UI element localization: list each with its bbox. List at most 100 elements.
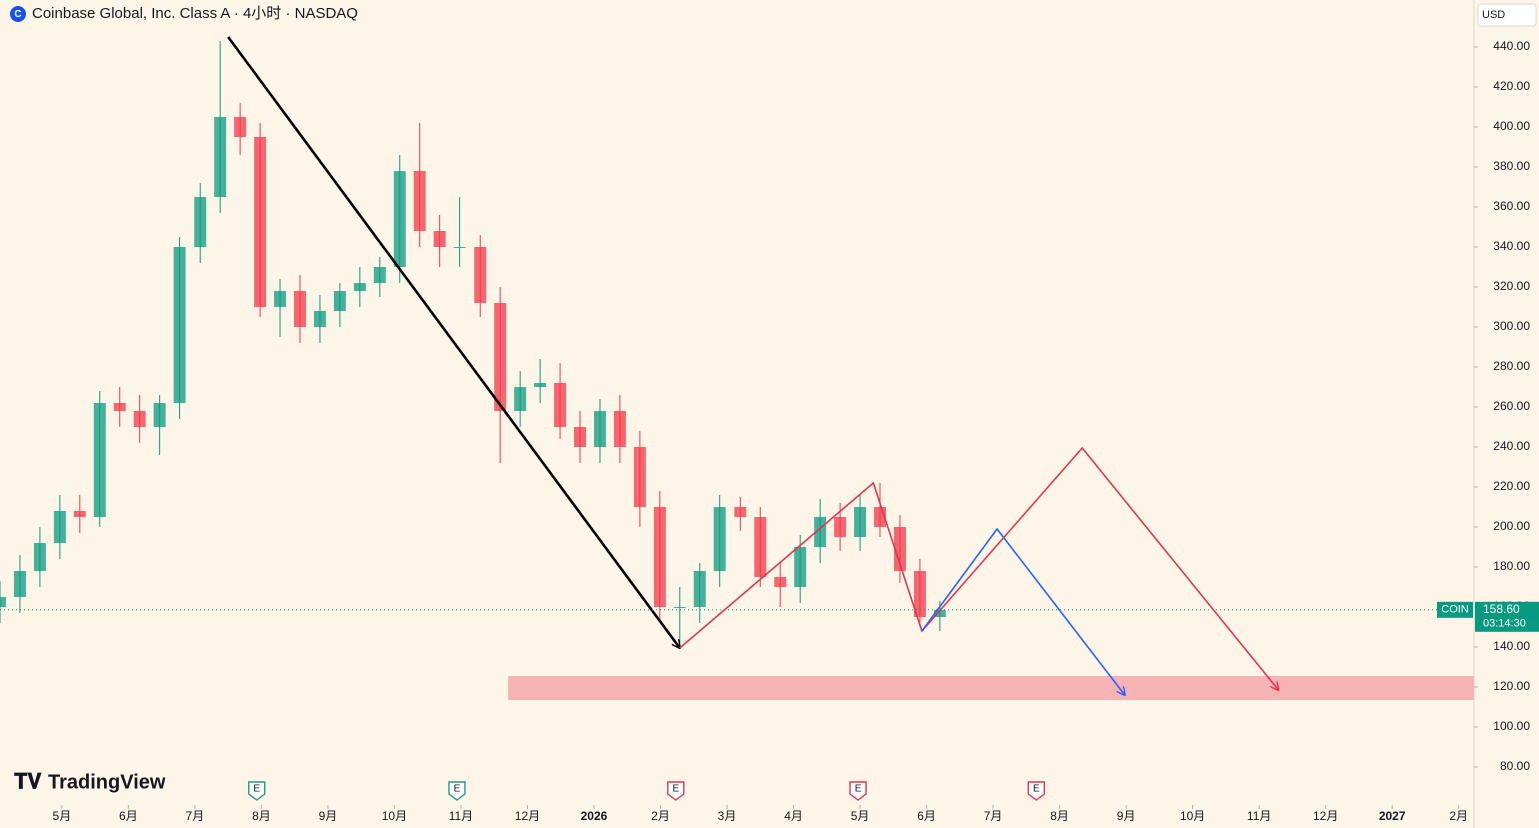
earnings-badge (667, 781, 685, 801)
y-tick-label: 220.00 (1493, 479, 1530, 493)
x-tick-label: 10月 (1180, 809, 1205, 823)
earnings-badge (248, 781, 266, 801)
candle-body (333, 291, 346, 311)
candle-body (474, 247, 487, 303)
candle-body (113, 403, 126, 411)
y-tick-label: 120.00 (1493, 679, 1530, 693)
candle-body (313, 311, 326, 327)
candle-body (834, 517, 847, 537)
x-tick-label: 2027 (1379, 809, 1406, 823)
x-tick-label: 7月 (984, 809, 1003, 823)
candle-body (574, 427, 587, 447)
earnings-label: E (855, 784, 862, 795)
candle-body (173, 247, 186, 403)
x-tick-label: 11月 (449, 809, 473, 823)
y-tick-label: 320.00 (1493, 279, 1530, 293)
x-tick-label: 8月 (1050, 809, 1069, 823)
y-tick-label: 400.00 (1493, 119, 1530, 133)
x-tick-label: 3月 (718, 809, 737, 823)
earnings-label: E (672, 784, 679, 795)
candle-body (693, 571, 706, 607)
currency[interactable]: USD (1482, 9, 1505, 21)
logo (10, 6, 26, 22)
currency-button[interactable] (1477, 3, 1537, 27)
candle-body (514, 387, 527, 411)
x-tick-label: 2月 (1449, 809, 1468, 823)
candle-body (893, 527, 906, 571)
x-tick-label: 9月 (1117, 809, 1136, 823)
candle-body (234, 117, 247, 137)
symbol-tag (1437, 601, 1473, 618)
y-tick-label: 300.00 (1493, 319, 1530, 333)
y-tick-label: 360.00 (1493, 199, 1530, 213)
y-tick-label: 140.00 (1493, 639, 1530, 653)
candle-body (0, 597, 6, 607)
candle-body (653, 507, 666, 607)
x-tick-label: 8月 (252, 809, 271, 823)
candle-body (393, 171, 406, 267)
target-zone (508, 676, 1475, 700)
candle-body (153, 403, 166, 427)
y-tick-label: 380.00 (1493, 159, 1530, 173)
candle-body (754, 517, 767, 577)
candle-body (13, 571, 26, 597)
candle-body (373, 267, 386, 283)
earnings-badge (849, 781, 867, 801)
candle-body (734, 507, 747, 517)
candle-body (133, 411, 146, 427)
x-tick-label: 11月 (1247, 809, 1271, 823)
symbol-label: COIN (1441, 604, 1469, 616)
candle-body (413, 171, 426, 231)
x-tick-label: 10月 (382, 809, 407, 823)
y-tick-label: 240.00 (1493, 439, 1530, 453)
x-tick-label: 9月 (319, 809, 338, 823)
candle-body (294, 291, 306, 327)
candle-body (274, 291, 287, 307)
candle-body (613, 411, 626, 447)
trend-drawing (679, 446, 1279, 690)
candle-body (254, 137, 267, 307)
plot: 80.00100.00120.00140.00160.00180.00200.0… (0, 36, 1539, 823)
x-tick-label: 4月 (784, 809, 803, 823)
candle-body (353, 283, 366, 291)
y-tick-label: 420.00 (1493, 79, 1530, 93)
candle-body (774, 577, 787, 587)
y-tick-label: 260.00 (1493, 399, 1530, 413)
candle-body (713, 507, 726, 571)
x-tick-label: 12月 (1313, 809, 1338, 823)
earnings-label: E (253, 784, 260, 795)
price-label: 158.60 (1483, 602, 1520, 616)
y-tick-label: 280.00 (1493, 359, 1530, 373)
y-tick-label: 440.00 (1493, 39, 1530, 53)
y-tick-label: 200.00 (1493, 519, 1530, 533)
chart-title: Coinbase Global, Inc. Class A · 4小时 · NA… (32, 5, 358, 22)
candle-body (33, 543, 46, 571)
price-tag (1475, 601, 1539, 632)
brand: 𝐓𝐕 (14, 771, 43, 794)
trend-drawing (227, 36, 680, 648)
x-tick-label: 6月 (119, 809, 138, 823)
candle-body (453, 247, 466, 248)
candle-body (874, 507, 886, 527)
candle-body (494, 303, 507, 411)
earnings-label: E (1033, 784, 1040, 795)
x-tick-label: 5月 (53, 809, 72, 823)
candle-body (814, 517, 827, 547)
x-tick-label: 12月 (515, 809, 540, 823)
candle-body (93, 403, 106, 517)
countdown: 03:14:30 (1483, 618, 1526, 630)
candle-body (554, 383, 567, 427)
candle-body (633, 447, 646, 507)
candle-body (673, 607, 686, 608)
earnings-badge (448, 781, 466, 801)
y-tick-label: 340.00 (1493, 239, 1530, 253)
logo-letter: C (14, 9, 21, 20)
candle-body (53, 511, 66, 543)
x-tick-label: 2月 (651, 809, 670, 823)
trend-drawing (921, 527, 1125, 695)
earnings-badge (1027, 781, 1046, 801)
candle-body (214, 117, 227, 197)
y-tick-label: 80.00 (1500, 759, 1530, 773)
